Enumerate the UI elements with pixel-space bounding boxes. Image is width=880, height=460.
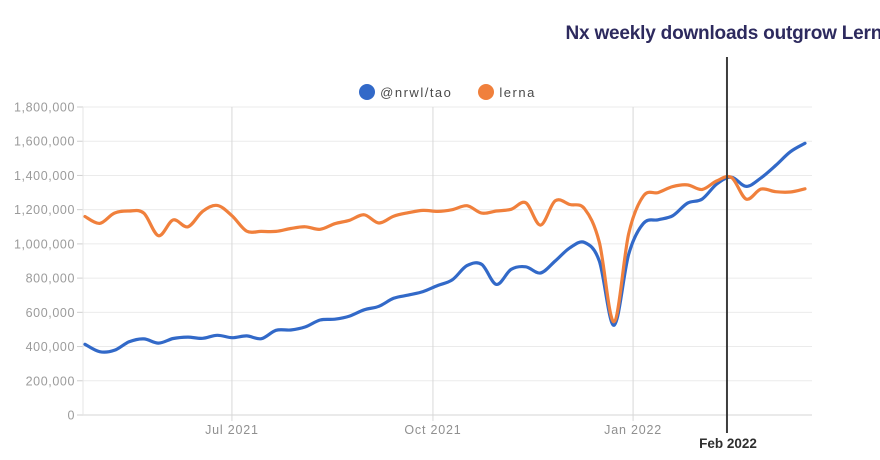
y-axis-tick-label: 0: [67, 409, 75, 423]
x-axis-tick-label: Jul 2021: [205, 423, 259, 437]
x-axis-tick-label: Oct 2021: [404, 423, 461, 437]
legend-label: lerna: [499, 84, 536, 100]
nrwl-tao-series-dot-icon: [359, 84, 376, 100]
plot-area[interactable]: [83, 107, 812, 415]
marker-label: Feb 2022: [699, 436, 757, 451]
chart-legend: @nrwl/tao lerna: [83, 84, 812, 100]
y-axis-tick-label: 1,600,000: [14, 135, 75, 149]
y-axis-tick-label: 1,200,000: [14, 203, 75, 217]
y-axis-tick-label: 1,000,000: [14, 237, 75, 251]
y-axis-tick-label: 400,000: [26, 340, 75, 354]
legend-item-lerna[interactable]: lerna: [478, 84, 535, 100]
legend-item-nrwl-tao[interactable]: @nrwl/tao: [359, 84, 452, 100]
series-line-nrwl-tao[interactable]: [83, 141, 807, 354]
y-axis-tick-label: 600,000: [26, 306, 75, 320]
y-axis-tick-label: 800,000: [26, 272, 75, 286]
y-axis-tick-label: 1,800,000: [14, 101, 75, 115]
series-line-lerna[interactable]: [83, 174, 807, 324]
legend-label: @nrwl/tao: [380, 84, 453, 100]
x-axis-tick-label: Jan 2022: [604, 423, 662, 437]
y-axis-tick-label: 200,000: [26, 374, 75, 388]
lerna-series-dot-icon: [478, 84, 495, 100]
y-axis-tick-label: 1,400,000: [14, 169, 75, 183]
chart-title: Nx weekly downloads outgrow Lerna: [565, 23, 880, 44]
